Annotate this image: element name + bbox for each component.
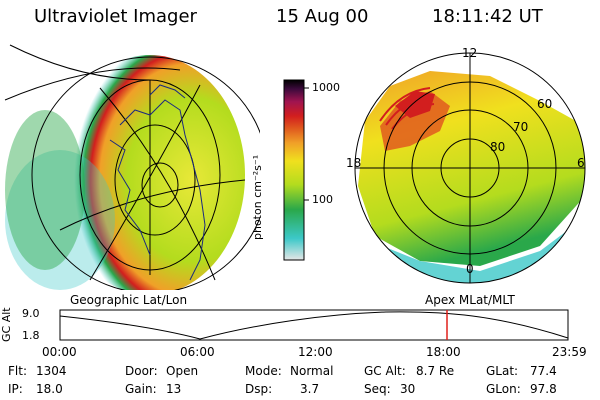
glat-value: 77.4 [530,364,557,378]
gain-value: 13 [166,382,182,396]
right-panel-caption: Apex MLat/MLT [425,293,515,307]
lat-label-80: 80 [490,140,506,154]
mlt-label-12: 12 [462,46,478,60]
flt-value: 1304 [36,364,67,378]
lat-label-70: 70 [513,120,529,134]
flt-label: Flt: [8,364,27,378]
door-value: Open [166,364,199,378]
ip-value: 18.0 [36,382,63,396]
altitude-ytick-low: 1.8 [22,329,40,342]
mode-value: Normal [290,364,334,378]
dsp-label: Dsp: [245,382,273,396]
xtick-1200: 12:00 [298,345,333,359]
time-label: 18:11:42 UT [432,6,543,27]
ip-label: IP: [8,382,23,396]
lat-label-60: 60 [537,97,553,111]
mlt-label-18: 18 [346,156,362,170]
colorbar-unit-label: photon cm⁻²s⁻¹ [251,154,264,240]
glat-label: GLat: [486,364,519,378]
colorbar-tick-100: 100 [312,193,333,206]
magnetic-polar-plot [354,52,586,284]
door-label: Door: [125,364,158,378]
instrument-title: Ultraviolet Imager [34,6,197,27]
mlt-label-6: 6 [577,156,585,170]
gcalt-label: GC Alt: [364,364,406,378]
mlt-label-0: 0 [466,262,474,276]
xtick-1800: 18:00 [426,345,461,359]
altitude-ytick-high: 9.0 [22,307,40,320]
xtick-0600: 06:00 [180,345,215,359]
altitude-plot [59,309,569,341]
glon-value: 97.8 [530,382,557,396]
geographic-globe-image [4,44,260,290]
xtick-0000: 00:00 [42,345,77,359]
left-panel-caption: Geographic Lat/Lon [70,293,188,307]
mode-label: Mode: [245,364,282,378]
gain-label: Gain: [125,382,157,396]
colorbar-tick-1000: 1000 [312,81,340,94]
altitude-trace [59,311,569,340]
altitude-ylabel: GC Alt [0,307,13,342]
glon-label: GLon: [486,382,521,396]
intensity-colorbar [283,79,309,261]
date-label: 15 Aug 00 [276,6,369,27]
dsp-value: 3.7 [300,382,320,396]
seq-value: 30 [400,382,416,396]
xtick-2359: 23:59 [552,345,587,359]
seq-label: Seq: [364,382,391,396]
gcalt-value: 8.7 Re [416,364,455,378]
